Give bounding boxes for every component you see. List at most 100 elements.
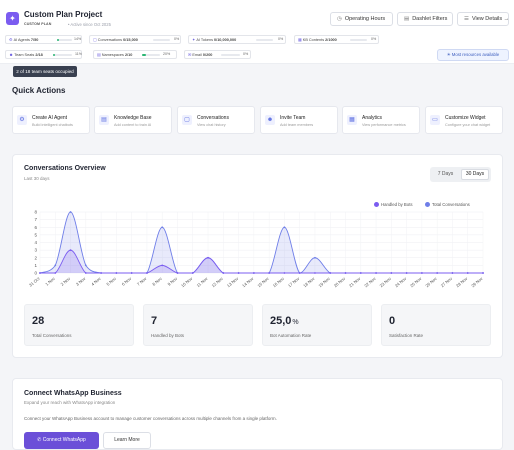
y-tick-label: 1 xyxy=(34,263,37,268)
project-title: Custom Plan Project xyxy=(24,10,103,19)
total-point xyxy=(69,211,72,213)
chat-icon: ▢ xyxy=(182,115,192,125)
handled-point xyxy=(436,272,439,274)
quick-actions-title: Quick Actions xyxy=(12,86,66,95)
quick-action-title: Conversations xyxy=(197,115,229,121)
operating-hours-button[interactable]: ◷ Operating Hours xyxy=(330,12,393,26)
availability-badge: ☀ Most resources available xyxy=(437,49,509,61)
legend-handled-swatch xyxy=(374,202,379,207)
view-details-button[interactable]: ☰ View Details → xyxy=(457,12,509,26)
handled-point xyxy=(146,272,148,274)
handled-area xyxy=(40,250,483,273)
stat-percent: 11% xyxy=(75,52,82,56)
legend-handled: Handled by Bots xyxy=(374,202,413,207)
chart-icon: ▦ xyxy=(347,115,357,125)
handled-point xyxy=(390,272,393,274)
connect-whatsapp-label: Connect WhatsApp xyxy=(42,437,86,443)
usage-stats-bar: ⚙AI Agents 7/50 14% ▢Conversations 0/15,0… xyxy=(0,30,514,64)
stat-namespaces[interactable]: ▤Namespaces 2/10 20% xyxy=(93,50,177,59)
total-area xyxy=(40,212,483,273)
quick-action-analytics[interactable]: ▦ Analytics View performance metrics xyxy=(342,106,420,134)
x-tick-label: 19 Nov xyxy=(317,275,331,288)
stat-kb-contents[interactable]: ▦KB Contents 2/1000 0% xyxy=(294,35,379,44)
quick-action-title: Invite Team xyxy=(280,115,306,121)
total-point xyxy=(314,256,316,259)
quick-action-subtitle: Add team members xyxy=(280,123,314,127)
handled-point xyxy=(39,272,41,274)
handled-point xyxy=(191,272,194,274)
legend-total-label: Total Conversations xyxy=(432,202,470,207)
widget-icon: ▭ xyxy=(430,115,440,125)
handled-point xyxy=(176,272,179,274)
dashlet-filters-label: Dashlet Filters xyxy=(412,16,448,22)
overview-subtitle: Last 30 days xyxy=(24,176,50,181)
stat-label: Team Seats xyxy=(14,53,35,57)
handled-point xyxy=(344,272,347,274)
stat-percent: 0% xyxy=(243,52,249,56)
x-tick-label: 3 Nov xyxy=(75,275,87,286)
quick-action-invite-team[interactable]: ☻ Invite Team Add team members xyxy=(260,106,338,134)
x-tick-label: 9 Nov xyxy=(167,275,179,286)
operating-hours-label: Operating Hours xyxy=(344,16,386,22)
quick-action-title: Create AI Agent xyxy=(32,115,68,121)
y-tick-label: 5 xyxy=(34,232,37,237)
stat-percent: 0% xyxy=(278,37,284,41)
quick-action-create-agent[interactable]: ⚙ Create AI Agent Build intelligent chatbo… xyxy=(12,106,90,134)
learn-more-button[interactable]: Learn More xyxy=(103,432,151,449)
stat-ai-agents[interactable]: ⚙AI Agents 7/50 14% xyxy=(5,35,82,44)
quick-action-customize-widget[interactable]: ▭ Customize Widget Configure your chat wid… xyxy=(425,106,503,134)
handled-point xyxy=(298,272,301,274)
quick-action-conversations[interactable]: ▢ Conversations View chat history xyxy=(177,106,255,134)
availability-label: Most resources available xyxy=(451,52,500,57)
stat-ai-tokens[interactable]: ✦AI Tokens 0/10,000,000 0% xyxy=(188,35,286,44)
y-tick-label: 0 xyxy=(34,271,37,276)
legend-total-swatch xyxy=(425,202,430,207)
stat-value: 0/200 xyxy=(202,53,213,57)
x-tick-label: 5 Nov xyxy=(105,275,117,286)
x-tick-label: 21 Nov xyxy=(348,275,362,288)
x-tick-label: 28 Nov xyxy=(455,275,469,288)
handled-point xyxy=(100,272,103,274)
whatsapp-description: Connect your WhatsApp Business account t… xyxy=(24,416,277,421)
clock-icon: ◷ xyxy=(337,16,342,22)
handled-point xyxy=(207,256,209,259)
stat-team-seats[interactable]: ☻Team Seats 2/18 11% xyxy=(5,50,82,59)
header: ✦ Custom Plan Project CUSTOM PLAN • Acti… xyxy=(0,0,514,30)
range-7-days[interactable]: 7 Days xyxy=(437,171,454,177)
filter-icon: ▤ xyxy=(404,16,410,22)
quick-action-subtitle: Build intelligent chatbots xyxy=(32,123,73,127)
y-tick-label: 8 xyxy=(34,210,37,215)
stat-email[interactable]: ✉Email 0/200 0% xyxy=(184,50,251,59)
y-tick-label: 7 xyxy=(34,217,37,222)
x-tick-label: 2 Nov xyxy=(60,275,72,286)
quick-action-subtitle: View performance metrics xyxy=(362,123,406,127)
handled-point xyxy=(130,272,133,274)
x-tick-label: 23 Nov xyxy=(379,275,393,288)
x-tick-label: 8 Nov xyxy=(151,275,163,286)
legend-total: Total Conversations xyxy=(425,202,470,207)
quick-action-knowledge-base[interactable]: ▤ Knowledge Base Add content to train AI xyxy=(94,106,172,134)
handled-point xyxy=(237,272,240,274)
kpi-label: Total Conversations xyxy=(32,333,72,338)
stat-label: Namespaces xyxy=(101,53,124,57)
kpi-value: 25,0 xyxy=(270,315,292,327)
x-tick-label: 29 Nov xyxy=(470,275,484,288)
kpi-label: Bot Automation Rate xyxy=(270,333,312,338)
stat-value: 2/18 xyxy=(35,53,43,57)
x-tick-label: 17 Nov xyxy=(287,275,301,288)
kpi-handled-by-bots: 7 Handled by Bots xyxy=(143,304,253,346)
x-tick-label: 1 Nov xyxy=(44,275,56,286)
email-icon: ✉ xyxy=(188,52,192,57)
connect-whatsapp-button[interactable]: ✆ Connect WhatsApp xyxy=(24,432,99,449)
range-30-days[interactable]: 30 Days xyxy=(461,169,489,180)
stat-percent: 0% xyxy=(174,37,180,41)
stat-value: 0/15,000 xyxy=(123,38,138,42)
list-icon: ☰ xyxy=(464,16,469,22)
stat-conversations[interactable]: ▢Conversations 0/15,000 0% xyxy=(89,35,181,44)
x-tick-label: 7 Nov xyxy=(136,275,148,286)
dashlet-filters-button[interactable]: ▤ Dashlet Filters xyxy=(397,12,453,26)
kpi-value: 28 xyxy=(32,315,45,327)
x-tick-label: 24 Nov xyxy=(394,275,408,288)
whatsapp-subtitle: Expand your reach with WhatsApp integrat… xyxy=(24,400,116,405)
